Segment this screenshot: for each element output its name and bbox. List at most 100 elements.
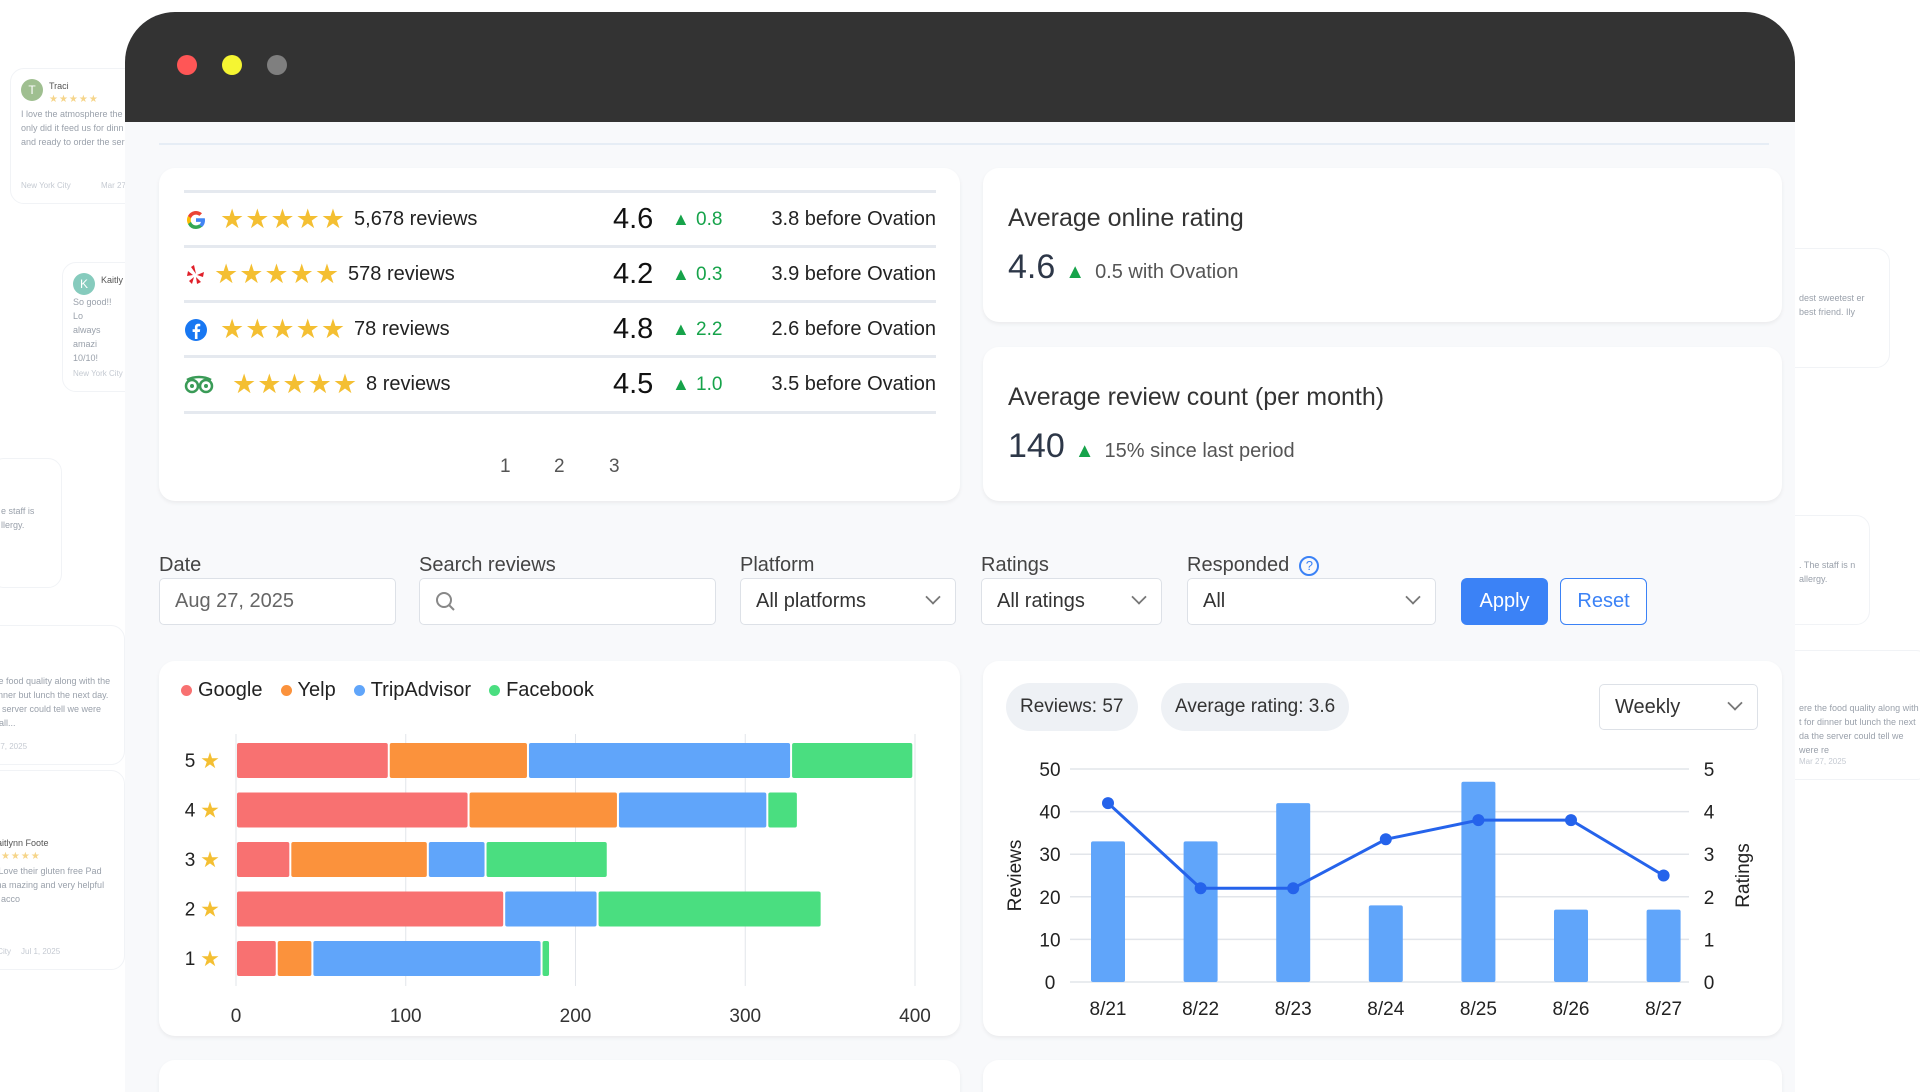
row-divider — [184, 355, 936, 358]
y-tick-label: 1 — [185, 949, 196, 970]
rating-distribution-card: Google Yelp TripAdvisor Facebook 0 100 200… — [159, 661, 960, 1036]
avatar: K — [73, 273, 95, 295]
y-tick-label: 50 — [1039, 760, 1060, 781]
background-review-card: Kaitlynn Foote ★★★★★ !! Love their glute… — [0, 770, 125, 970]
date-input[interactable]: Aug 27, 2025 — [159, 578, 396, 625]
ratings-point — [1102, 797, 1114, 810]
x-tick-label: 0 — [231, 1006, 242, 1027]
minimize-window-button[interactable] — [222, 55, 242, 75]
background-review-card: the food quality along with the dinner b… — [0, 625, 125, 765]
background-review-card: T Traci ★★★★★ I love the atmosphere the … — [10, 68, 140, 204]
responded-select[interactable]: All — [1187, 578, 1436, 625]
maximize-window-button[interactable] — [267, 55, 287, 75]
platform-rating: 4.8 — [613, 313, 654, 345]
reviews-trend-chart: 0 0 10 1 20 2 30 3 40 4 50 5 Reviews Ratings 8/21 8/22 8… — [1005, 760, 1754, 1020]
platform-select[interactable]: All platforms — [740, 578, 956, 625]
background-review-card: . The staff is n allergy. — [1780, 515, 1870, 625]
search-icon — [436, 591, 455, 611]
close-window-button[interactable] — [177, 55, 197, 75]
facebook-icon — [184, 318, 208, 342]
review-count: 5,678 reviews — [354, 208, 478, 230]
platform-rating: 4.2 — [613, 258, 654, 290]
card-title: Average online rating — [1008, 204, 1244, 232]
y2-tick-label: 4 — [1704, 803, 1715, 824]
legend-tripadvisor[interactable]: TripAdvisor — [353, 679, 471, 702]
chart-legend: Google Yelp TripAdvisor Facebook — [181, 679, 594, 702]
page-2-link[interactable]: 2 — [554, 456, 565, 477]
row-divider — [184, 190, 936, 193]
star-rating-icon: ★★★★★ — [232, 369, 359, 399]
legend-facebook[interactable]: Facebook — [489, 679, 594, 702]
up-arrow-icon: ▲ — [672, 319, 690, 339]
bar-tripadvisor — [428, 842, 485, 877]
platform-rating: 4.5 — [613, 368, 654, 400]
rating-delta: 0.3 — [696, 263, 723, 285]
review-count: 78 reviews — [354, 318, 450, 340]
rating-before: 3.9 before Ovation — [771, 263, 936, 285]
platform-label: Platform — [740, 554, 815, 576]
app-window: ★★★★★ 5,678 reviews 4.6 ▲ 0.8 3.8 before Ovat… — [125, 12, 1795, 1092]
star-icon: ★ — [200, 946, 220, 971]
review-count: 8 reviews — [366, 373, 451, 395]
y2-tick-label: 1 — [1704, 930, 1715, 951]
average-rating-card: Average online rating 4.6 ▲ 0.5 with Ova… — [983, 168, 1782, 322]
star-icon: ★ — [200, 748, 220, 773]
responded-label: Responded — [1187, 554, 1290, 576]
x-tick-label: 200 — [560, 1006, 592, 1027]
row-divider — [184, 300, 936, 303]
x-tick-label: 8/26 — [1553, 999, 1590, 1020]
rating-delta: 0.5 with Ovation — [1095, 261, 1239, 283]
y-tick-label: 20 — [1039, 888, 1060, 909]
bottom-card — [983, 1060, 1782, 1092]
reviews-count-pill: Reviews: 57 — [1006, 683, 1138, 731]
period-select[interactable]: Weekly — [1599, 684, 1758, 730]
bar-reviews — [1646, 909, 1681, 982]
search-label: Search reviews — [419, 554, 556, 576]
reviews-trend-card: Reviews: 57 Average rating: 3.6 Weekly 0… — [983, 661, 1782, 1036]
x-tick-label: 8/21 — [1090, 999, 1127, 1020]
y2-tick-label: 2 — [1704, 888, 1715, 909]
bar-reviews — [1091, 841, 1125, 982]
bar-yelp — [291, 842, 427, 877]
x-tick-label: 8/27 — [1645, 999, 1682, 1020]
y-tick-label: 30 — [1039, 845, 1060, 866]
bar-facebook — [768, 792, 797, 828]
y2-tick-label: 5 — [1704, 760, 1715, 781]
bar-reviews — [1554, 909, 1588, 982]
ratings-point — [1472, 814, 1485, 827]
ratings-point — [1565, 814, 1577, 827]
bar-facebook — [598, 891, 821, 927]
bar-yelp — [277, 941, 312, 976]
bar-google — [237, 743, 388, 778]
bar-facebook — [542, 941, 550, 976]
y-tick-label: 0 — [1045, 973, 1056, 994]
bar-tripadvisor — [505, 891, 597, 927]
help-icon[interactable]: ? — [1299, 555, 1320, 576]
bar-facebook — [792, 743, 913, 778]
x-tick-label: 8/23 — [1275, 999, 1312, 1020]
bar-tripadvisor — [313, 941, 541, 976]
page-3-link[interactable]: 3 — [609, 456, 620, 477]
rating-before: 2.6 before Ovation — [771, 318, 936, 340]
chevron-down-icon — [925, 589, 941, 605]
x-tick-label: 8/24 — [1367, 999, 1404, 1020]
legend-yelp[interactable]: Yelp — [280, 679, 336, 702]
legend-google[interactable]: Google — [181, 679, 263, 702]
star-rating-icon: ★★★★★ — [214, 259, 341, 289]
bottom-card — [159, 1060, 960, 1092]
stars: ★★★★★ — [49, 94, 99, 105]
search-input[interactable] — [419, 578, 716, 625]
platform-row: ★★★★★ 5,678 reviews 4.6 ▲ 0.8 3.8 before Ovat… — [184, 192, 936, 247]
apply-button[interactable]: Apply — [1461, 578, 1548, 625]
reset-button[interactable]: Reset — [1560, 578, 1647, 625]
up-arrow-icon: ▲ — [672, 209, 690, 229]
star-icon: ★ — [200, 897, 220, 922]
bar-google — [237, 792, 468, 828]
background-review-card: e staff is llergy. — [0, 458, 62, 588]
rating-delta: 2.2 — [696, 318, 723, 340]
ratings-select[interactable]: All ratings — [981, 578, 1162, 625]
x-tick-label: 300 — [729, 1006, 761, 1027]
page-1-link[interactable]: 1 — [500, 456, 511, 477]
y-tick-label: 4 — [185, 801, 196, 822]
date-label: Date — [159, 554, 202, 576]
